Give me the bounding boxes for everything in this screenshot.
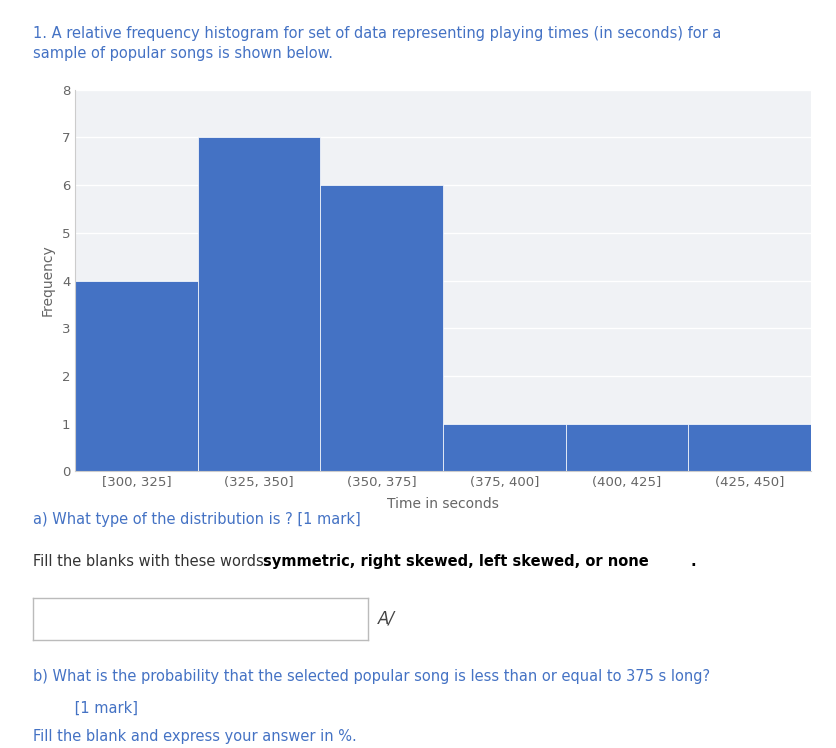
Bar xyxy=(75,280,198,471)
Bar xyxy=(443,423,566,471)
Text: .: . xyxy=(691,554,696,568)
Text: [1 mark]: [1 mark] xyxy=(33,701,139,716)
Text: Fill the blanks with these words:: Fill the blanks with these words: xyxy=(33,554,274,568)
Text: b) What is the probability that the selected popular song is less than or equal : b) What is the probability that the sele… xyxy=(33,669,711,684)
Bar xyxy=(688,423,811,471)
Text: 1. A relative frequency histogram for set of data representing playing times (in: 1. A relative frequency histogram for se… xyxy=(33,26,721,61)
Bar xyxy=(198,138,320,471)
Text: symmetric, right skewed, left skewed, or none: symmetric, right skewed, left skewed, or… xyxy=(263,554,649,568)
X-axis label: Time in seconds: Time in seconds xyxy=(387,497,499,512)
Bar xyxy=(566,423,688,471)
Y-axis label: Frequency: Frequency xyxy=(41,245,55,316)
Text: A/: A/ xyxy=(378,610,395,628)
Bar xyxy=(320,186,443,471)
Text: Fill the blank and express your answer in %.: Fill the blank and express your answer i… xyxy=(33,729,357,744)
Text: a) What type of the distribution is ? [1 mark]: a) What type of the distribution is ? [1… xyxy=(33,512,361,527)
